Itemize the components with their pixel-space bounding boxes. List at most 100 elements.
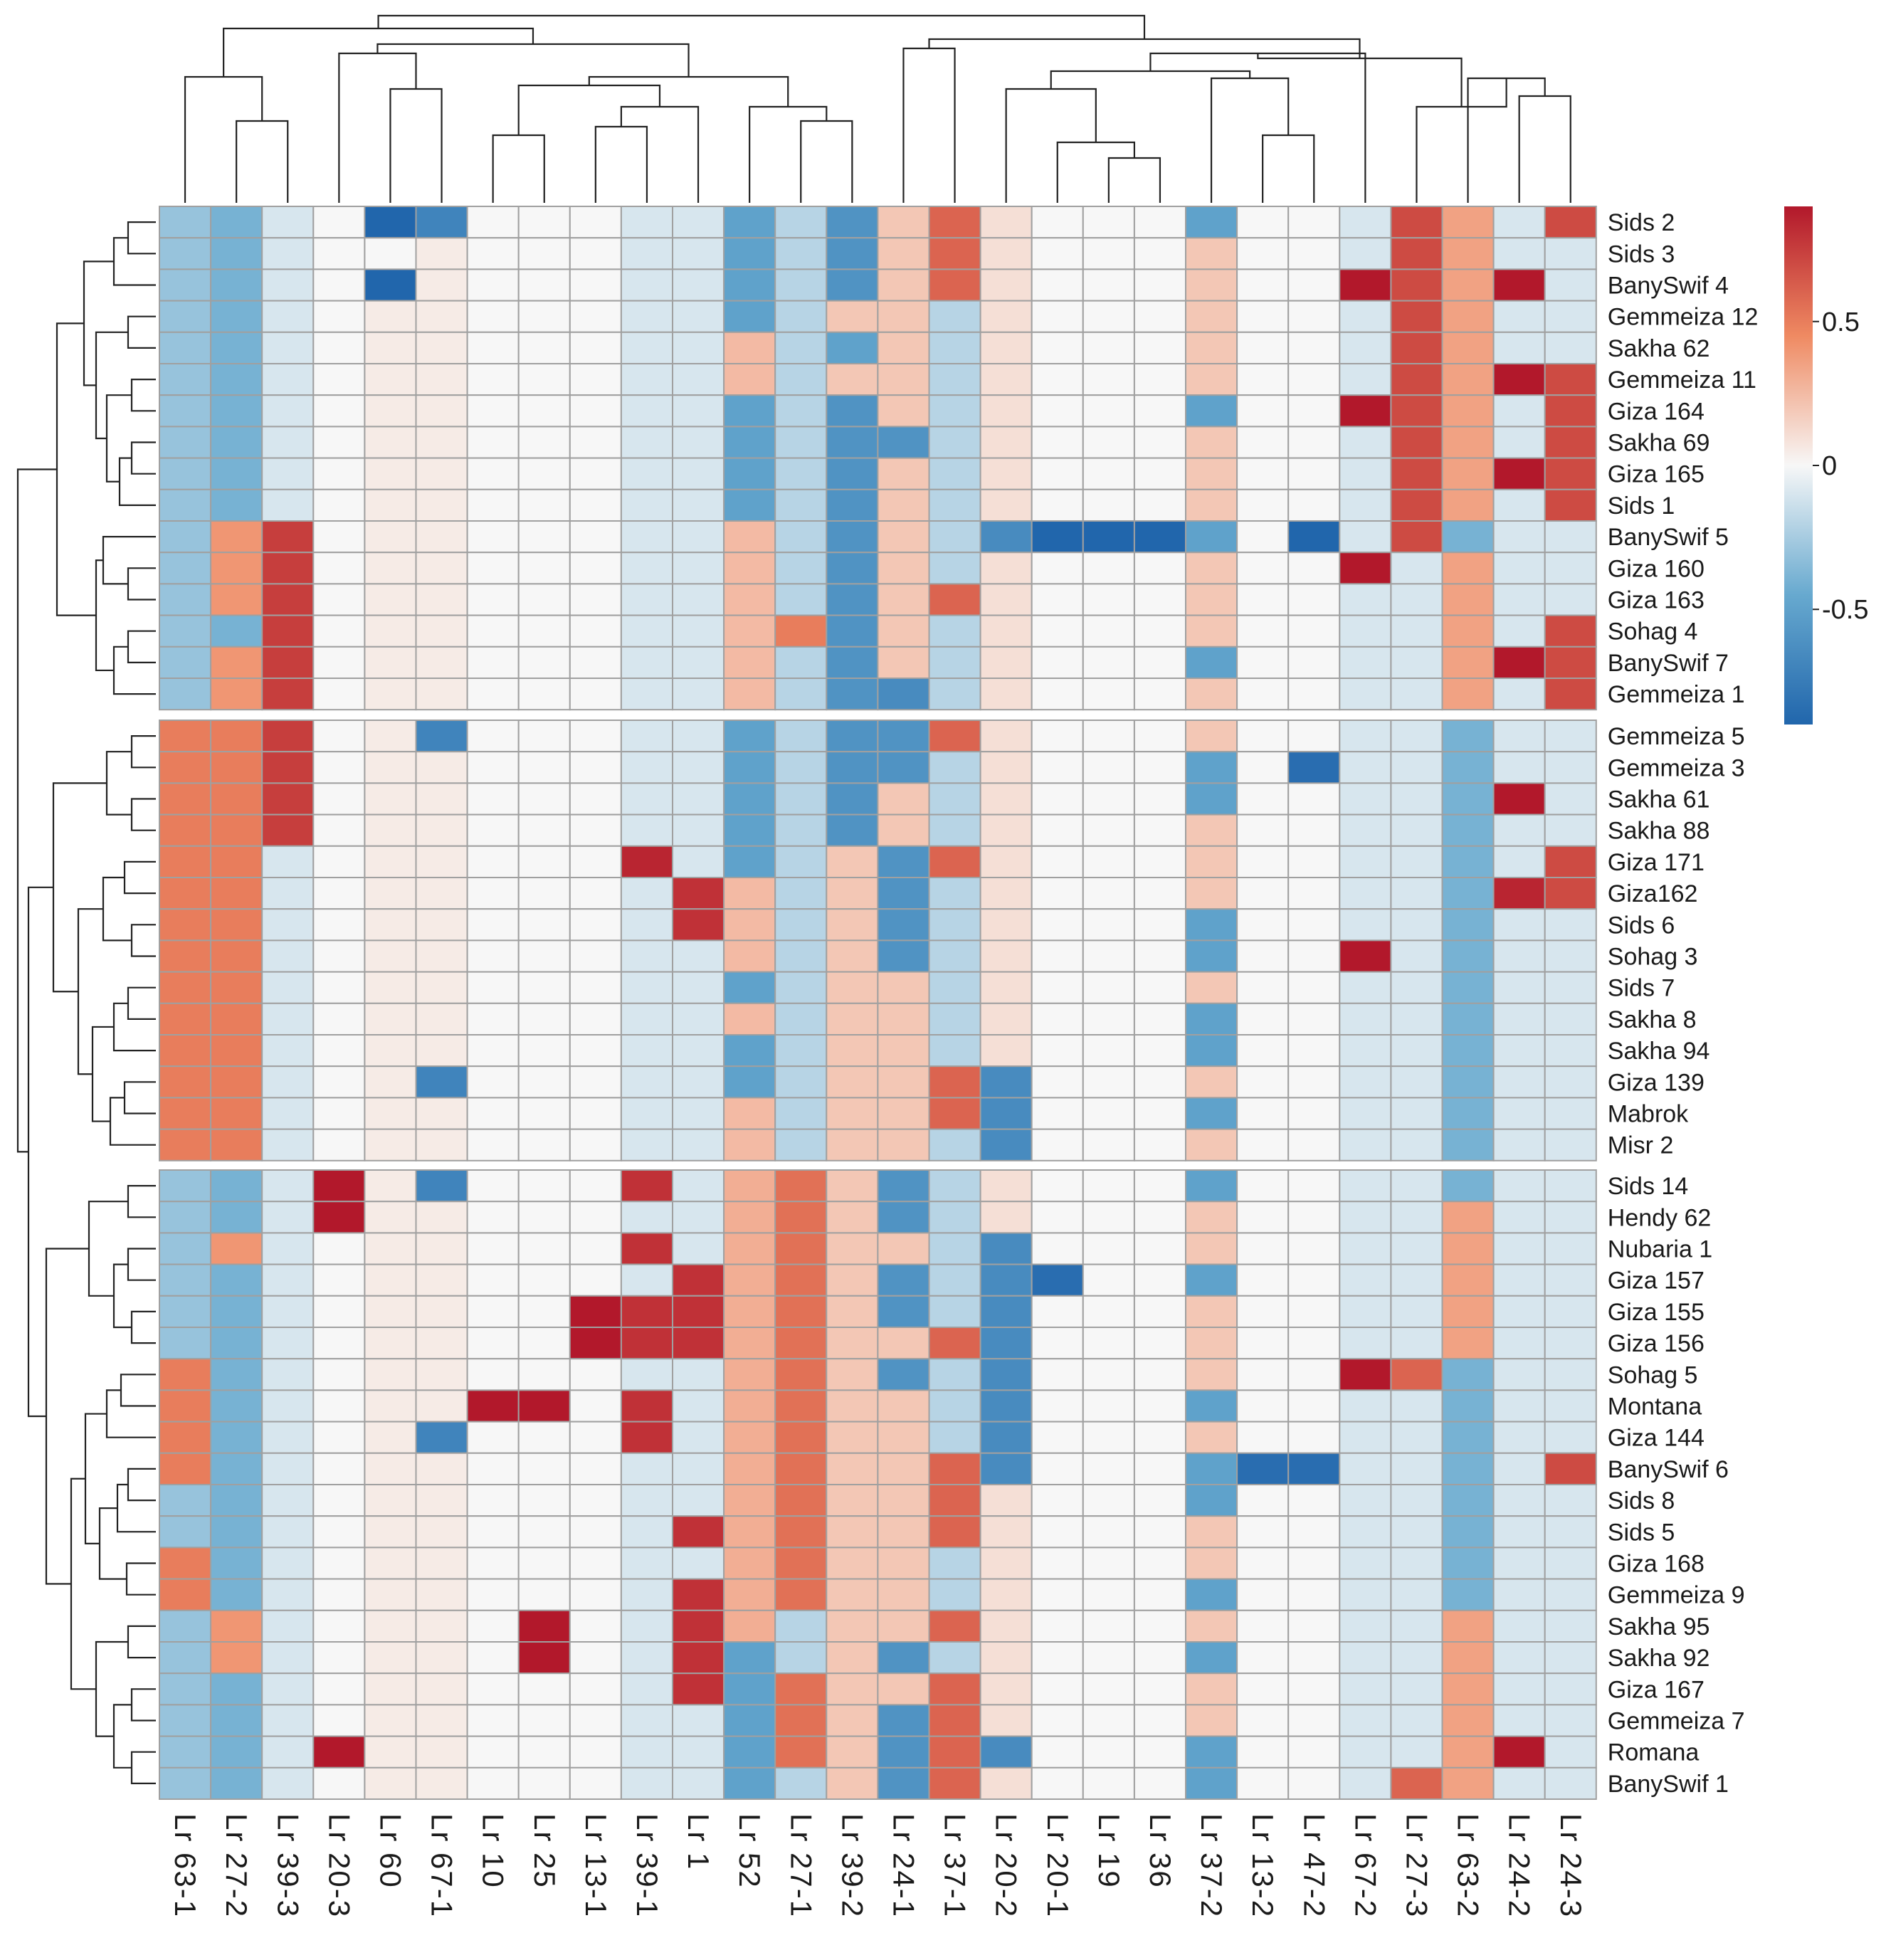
heatmap-cell [877,1128,930,1161]
heatmap-cell [210,939,263,973]
heatmap-cell [210,552,263,585]
heatmap-cell [620,268,674,302]
heatmap-cell [826,614,879,648]
heatmap-cell [672,939,725,973]
heatmap-cell [826,268,879,302]
heatmap-cell [928,971,981,1004]
heatmap-cell [979,939,1033,973]
column-label: Lr 24-3 [1554,1813,1588,1918]
heatmap-cell [1339,614,1392,648]
heatmap-cell [1390,300,1443,333]
heatmap-cell [1133,268,1187,302]
heatmap-cell [620,300,674,333]
heatmap-cell [1390,1515,1443,1549]
heatmap-cell [672,1389,725,1423]
heatmap-cell [415,1452,468,1486]
heatmap-cell [877,1452,930,1486]
heatmap-cell [1185,1201,1238,1234]
heatmap-cell [1441,1389,1495,1423]
heatmap-cell [1031,1002,1084,1036]
heatmap-cell [1236,457,1290,490]
heatmap-cell [826,1735,879,1769]
heatmap-cell [261,908,315,942]
heatmap-cell [261,206,315,239]
heatmap-cell [1390,237,1443,270]
heatmap-cell [928,1389,981,1423]
heatmap-cell [415,268,468,302]
heatmap-cell [979,782,1033,816]
heatmap-cell [1544,488,1597,522]
row-dendrogram-link [112,237,156,286]
heatmap-cell [620,1295,674,1329]
heatmap-cell [1082,751,1135,784]
heatmap-cell [364,363,417,396]
heatmap-cell [466,552,520,585]
heatmap-cell [1236,1128,1290,1161]
heatmap-cell [672,552,725,585]
heatmap-cell [979,1766,1033,1801]
heatmap-cell [159,1295,212,1329]
heatmap-cell [774,1169,828,1203]
heatmap-cell [1031,782,1084,816]
heatmap-cell [877,1097,930,1130]
heatmap-cell [569,1735,622,1769]
heatmap-cell [1544,331,1597,364]
row-label: Sids 7 [1608,975,1675,1002]
heatmap-cell [1492,552,1546,585]
heatmap-cell [415,751,468,784]
heatmap-cell [466,206,520,239]
heatmap-cell [979,678,1033,711]
heatmap-cell [261,751,315,784]
heatmap-cell [210,1295,263,1329]
heatmap-cell [1390,488,1443,522]
heatmap-cell [210,1766,263,1801]
heatmap-cell [364,614,417,648]
heatmap-cell [415,1232,468,1265]
heatmap-cell [1390,1421,1443,1454]
heatmap-cell [312,426,366,459]
heatmap-cell [1441,394,1495,428]
heatmap-cell [415,1169,468,1203]
column-label: Lr 67-1 [426,1813,459,1918]
row-label: Montana [1608,1393,1702,1421]
heatmap-cell [620,1169,674,1203]
row-dendrogram-link [102,876,132,942]
heatmap-cell [774,1484,828,1517]
heatmap-cell [517,1641,571,1675]
heatmap-cell [1133,720,1187,753]
heatmap-cell [1492,300,1546,333]
heatmap-cell [774,206,828,239]
heatmap-cell [415,520,468,554]
heatmap-cell [1544,1704,1597,1737]
heatmap-cell [1390,1547,1443,1580]
heatmap-cell [979,1034,1033,1068]
heatmap-cell [620,678,674,711]
column-labels: Lr 63-1 Lr 27-2 Lr 39-3 Lr 20-3 Lr 60 Lr 67-1… [169,1813,1588,1918]
legend-tick-label: -0.5 [1822,595,1868,625]
heatmap-cell [569,782,622,816]
heatmap-cell [1236,363,1290,396]
heatmap-cell [826,1547,879,1580]
heatmap-cell [466,1515,520,1549]
heatmap-cell [620,1389,674,1423]
heatmap-cell [1287,1704,1341,1737]
heatmap-cell [1339,1766,1392,1801]
heatmap-cell [1287,1735,1341,1769]
heatmap-cell [364,1578,417,1611]
heatmap-cell [928,1065,981,1099]
column-label: Lr 39-2 [836,1813,869,1918]
heatmap-cell [364,331,417,364]
heatmap-cell [1544,1484,1597,1517]
heatmap-cell [620,908,674,942]
heatmap-cell [415,1002,468,1036]
heatmap-cell [1492,1766,1546,1801]
heatmap-cell [1339,331,1392,364]
heatmap-cell [979,394,1033,428]
heatmap-cell [1133,813,1187,847]
heatmap-cell [1339,1263,1392,1297]
heatmap-cell [774,720,828,753]
heatmap-cell [364,813,417,847]
heatmap-cell [159,1484,212,1517]
heatmap-cell [1441,1169,1495,1203]
heatmap-cell [1441,1034,1495,1068]
